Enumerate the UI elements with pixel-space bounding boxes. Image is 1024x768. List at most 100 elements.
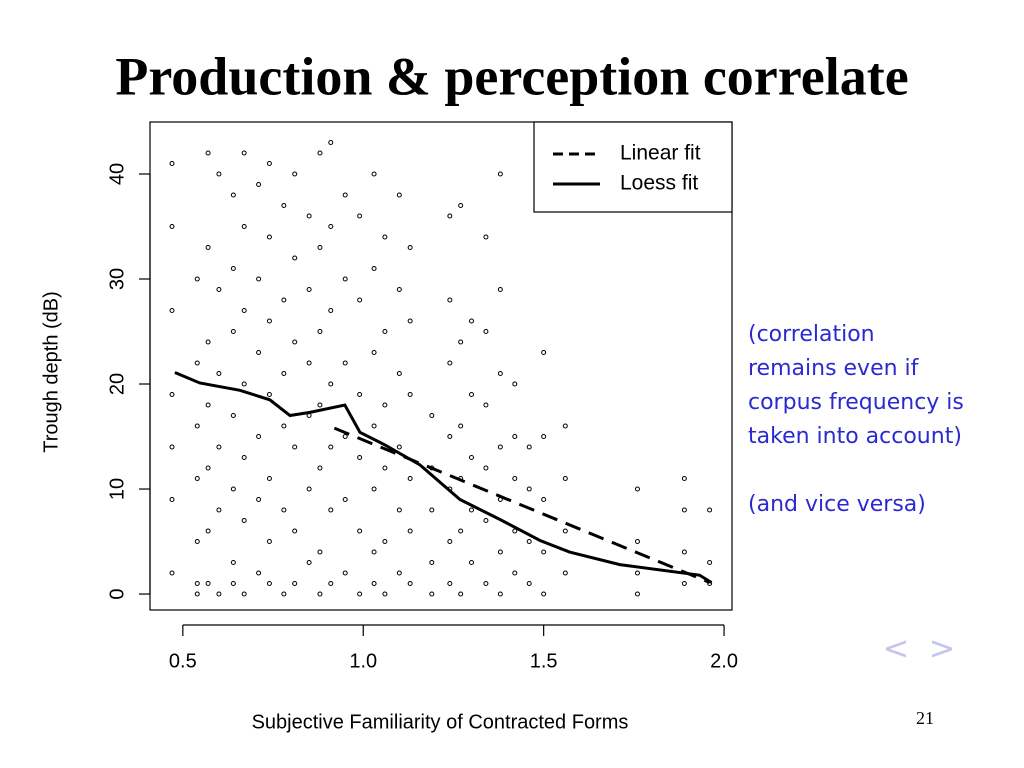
scatter-point	[216, 171, 222, 177]
fit-line	[333, 426, 711, 584]
prev-button[interactable]: <	[883, 629, 910, 667]
scatter-point	[169, 497, 175, 503]
scatter-point	[526, 444, 532, 450]
scatter-point	[230, 413, 236, 419]
scatter-point	[256, 181, 262, 187]
scatter-point	[458, 339, 464, 345]
scatter-point	[562, 570, 568, 576]
scatter-point	[241, 150, 247, 156]
scatter-point	[205, 402, 211, 408]
scatter-point	[562, 476, 568, 482]
scatter-point	[634, 486, 640, 492]
y-tick-label: 30	[106, 268, 128, 290]
scatter-point	[526, 581, 532, 587]
scatter-point	[483, 329, 489, 335]
scatter-point	[483, 581, 489, 587]
y-axis-label: Trough depth (dB)	[40, 291, 62, 453]
scatter-point	[266, 318, 272, 324]
x-tick-label: 1.0	[349, 650, 377, 672]
scatter-point	[266, 234, 272, 240]
scatter-point	[230, 265, 236, 271]
scatter-point	[328, 223, 334, 229]
scatter-point	[681, 507, 687, 513]
scatter-point	[396, 286, 402, 292]
scatter-point	[497, 371, 503, 377]
scatter-point	[357, 455, 363, 461]
scatter-point	[357, 392, 363, 398]
scatter-point	[497, 286, 503, 292]
scatter-point	[266, 539, 272, 545]
fit-line	[174, 371, 713, 584]
y-tick-label: 10	[106, 478, 128, 500]
x-tick-label: 0.5	[169, 650, 197, 672]
scatter-point	[342, 434, 348, 440]
legend-box	[533, 121, 733, 213]
next-button[interactable]: >	[929, 629, 956, 667]
scatter-point	[230, 486, 236, 492]
scatter-point	[328, 139, 334, 145]
annotation: (correlation	[748, 322, 875, 347]
scatter-point	[241, 455, 247, 461]
scatter-point	[512, 528, 518, 534]
scatter-point	[382, 465, 388, 471]
scatter-point	[216, 507, 222, 513]
scatter-point	[194, 539, 200, 545]
scatter-point	[541, 350, 547, 356]
scatter-point	[306, 560, 312, 566]
scatter-point	[707, 507, 713, 513]
scatter-point	[169, 570, 175, 576]
scatter-point	[317, 150, 323, 156]
scatter-point	[468, 318, 474, 324]
scatter-point	[512, 570, 518, 576]
scatter-point	[562, 528, 568, 534]
scatter-point	[541, 591, 547, 597]
scatter-point	[512, 381, 518, 387]
scatter-point	[281, 202, 287, 208]
annotation: (and vice versa)	[748, 492, 926, 517]
scatter-point	[256, 434, 262, 440]
scatter-point	[328, 581, 334, 587]
scatter-point	[266, 581, 272, 587]
scatter-point	[342, 192, 348, 198]
scatter-point	[241, 381, 247, 387]
scatter-point	[292, 581, 298, 587]
scatter-point	[407, 244, 413, 250]
slide-number: 21	[916, 708, 934, 728]
scatter-point	[216, 444, 222, 450]
scatter-point	[512, 434, 518, 440]
scatter-point	[371, 486, 377, 492]
scatter-point	[541, 434, 547, 440]
scatter-point	[371, 549, 377, 555]
scatter-point	[317, 402, 323, 408]
scatter-point	[256, 276, 262, 282]
scatter-point	[429, 560, 435, 566]
scatter-point	[382, 591, 388, 597]
legend-label: Linear fit	[620, 142, 701, 165]
scatter-point	[266, 476, 272, 482]
scatter-point	[407, 392, 413, 398]
y-tick-label: 20	[106, 373, 128, 395]
scatter-point	[241, 518, 247, 524]
scatter-point	[681, 581, 687, 587]
scatter-point	[497, 444, 503, 450]
scatter-point	[541, 497, 547, 503]
scatter-point	[205, 244, 211, 250]
scatter-point	[281, 297, 287, 303]
scatter-point	[562, 423, 568, 429]
scatter-point	[306, 486, 312, 492]
legend-label: Loess fit	[620, 172, 698, 195]
scatter-point	[194, 581, 200, 587]
scatter-point	[407, 528, 413, 534]
scatter-point	[194, 276, 200, 282]
scatter-point	[468, 507, 474, 513]
scatter-point	[230, 581, 236, 587]
scatter-point	[317, 465, 323, 471]
scatter-point	[230, 192, 236, 198]
scatter-point	[292, 528, 298, 534]
scatter-point	[205, 528, 211, 534]
scatter-point	[216, 286, 222, 292]
scatter-point	[216, 371, 222, 377]
scatter-point	[396, 192, 402, 198]
scatter-point	[256, 350, 262, 356]
scatter-point	[342, 360, 348, 366]
